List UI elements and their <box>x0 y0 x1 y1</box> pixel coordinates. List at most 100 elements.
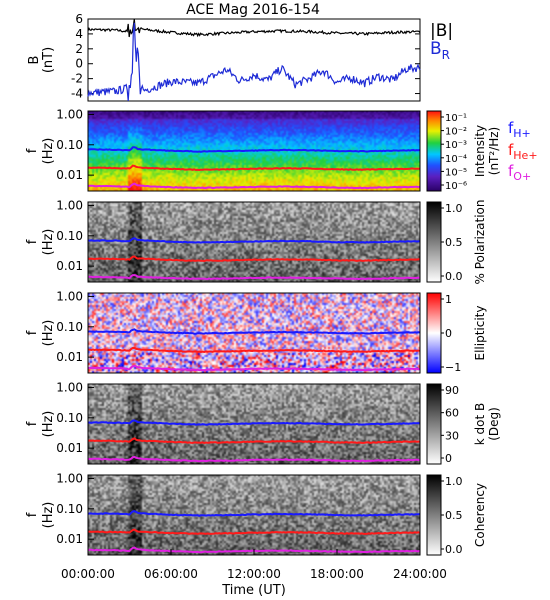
b-field-y-tick-label: 6 <box>75 12 83 26</box>
freq-tick-label: 0.10 <box>56 411 83 425</box>
f-h-line <box>87 328 421 335</box>
freq-axis-label: f <box>25 512 40 517</box>
f-h-line <box>87 146 421 153</box>
colorbar-tick-label: 0.5 <box>445 509 463 522</box>
b-total-line <box>87 18 421 38</box>
freq-axis-label: f <box>25 421 40 426</box>
freq-tick-label: 1.00 <box>56 289 83 303</box>
freq-axis-unit: (Hz) <box>41 320 56 347</box>
f-he-line <box>88 255 421 263</box>
colorbar-label: Coherency <box>473 483 487 547</box>
freq-axis-label: f <box>25 330 40 335</box>
colorbar-tick-label: 0 <box>445 327 452 340</box>
colorbar-tick-label: 30 <box>445 429 459 442</box>
b-r-line <box>87 22 421 102</box>
colorbar-tick-label: 10⁻³ <box>445 140 467 151</box>
colorbar-tick-label: 10⁻⁶ <box>445 181 467 192</box>
x-tick-label: 18:00:00 <box>310 567 364 581</box>
f-he-line <box>87 164 420 172</box>
intensity-frame <box>87 110 421 192</box>
f-o-line <box>88 364 421 372</box>
freq-axis-unit: (Hz) <box>41 411 56 438</box>
polarization-panel: 1.00 0.10 0.01 f (Hz) 1.0 0.5 0.0 % Polarization <box>25 198 487 284</box>
figure-title: ACE Mag 2016-154 <box>186 2 320 18</box>
freq-axis-label: f <box>25 148 40 153</box>
freq-tick-label: 1.00 <box>56 471 83 485</box>
freq-axis-unit: (Hz) <box>41 502 56 529</box>
coherency-panel: 1.00 0.10 0.01 f (Hz) 1.0 0.5 0.0 Coherency <box>25 471 487 556</box>
f-h-line <box>87 510 421 517</box>
coherency-colorbar <box>426 474 442 556</box>
ellipticity-colorbar <box>426 292 442 374</box>
freq-axis-label: f <box>25 239 40 244</box>
freq-tick-label: 0.01 <box>56 168 83 182</box>
colorbar-tick-label: 60 <box>445 407 459 420</box>
colorbar-tick-label: 1 <box>445 293 452 306</box>
freq-tick-label: 1.00 <box>56 198 83 212</box>
colorbar-label-unit: (nT²/Hz) <box>487 127 501 175</box>
wave-normal-angle-colorbar <box>426 383 442 465</box>
colorbar-label: Ellipticity <box>473 306 487 361</box>
f-o-line <box>88 274 421 281</box>
wave-normal-angle-frame <box>87 383 421 465</box>
freq-tick-label: 0.01 <box>56 532 83 546</box>
legend-b-total: |B| <box>430 21 453 41</box>
freq-tick-label: 1.00 <box>56 107 83 121</box>
wave-normal-angle-panel: 1.00 0.10 0.01 f (Hz) 90 60 30 0 k dot B (Deg) <box>25 380 501 465</box>
f-h-line <box>87 419 421 426</box>
b-field-y-tick-label: -2 <box>71 72 83 86</box>
b-field-y-tick-label: 0 <box>75 57 83 71</box>
b-field-ylabel-unit: (nT) <box>41 47 56 73</box>
freq-tick-label: 0.10 <box>56 502 83 516</box>
legend-f-h: fH+ <box>508 119 531 140</box>
ellipticity-frame <box>87 292 421 374</box>
freq-tick-label: 0.01 <box>56 259 83 273</box>
x-axis-label: Time (UT) <box>221 583 286 598</box>
colorbar-label: Intensity <box>473 125 487 177</box>
colorbar-tick-label: 0 <box>445 452 452 465</box>
colorbar-tick-label: 0.0 <box>445 543 463 556</box>
ellipticity-panel: 1.00 0.10 0.01 f (Hz) 1 0 −1 Ellipticity <box>25 289 487 374</box>
x-tick-label: 06:00:00 <box>144 567 198 581</box>
f-o-line <box>87 455 421 463</box>
colorbar-tick-label: 90 <box>445 384 459 397</box>
intensity-panel: 1.00 0.10 0.01 f (Hz) 10⁻¹ 10⁻² 10⁻³ 10⁻⁴ 10⁻⁵ 10⁻… <box>25 107 501 192</box>
colorbar-label-unit: (Deg) <box>487 407 501 441</box>
b-field-y-tick-label: -4 <box>71 87 83 101</box>
f-h-line <box>87 237 421 244</box>
spectrogram-panels: 1.000.100.01f (Hz)10⁻¹10⁻²10⁻³10⁻⁴10⁻⁵10⁻… <box>25 107 501 556</box>
colorbar-tick-label: 10⁻² <box>445 127 467 138</box>
colorbar-label: % Polarization <box>473 200 487 285</box>
x-tick-label: 12:00:00 <box>227 567 281 581</box>
colorbar-label: k dot B <box>473 403 487 445</box>
f-he-line <box>87 437 420 445</box>
colorbar-tick-label: 10⁻⁴ <box>445 154 467 165</box>
b-field-y-tick-label: 4 <box>75 27 83 41</box>
colorbar-tick-label: 0.5 <box>445 236 463 249</box>
freq-tick-label: 0.01 <box>56 441 83 455</box>
colorbar-tick-label: 1.0 <box>445 202 463 215</box>
legend-b-r: BR <box>430 39 450 62</box>
colorbar-tick-label: 10⁻⁵ <box>445 167 467 178</box>
freq-tick-label: 0.10 <box>56 229 83 243</box>
f-he-line <box>87 346 421 354</box>
colorbar-tick-label: −1 <box>445 361 461 374</box>
x-tick-label: 00:00:00 <box>61 567 115 581</box>
b-field-ylabel: B <box>27 56 42 65</box>
b-field-y-tick-label: 2 <box>75 42 83 56</box>
freq-tick-label: 1.00 <box>56 380 83 394</box>
f-o-line <box>87 182 421 190</box>
x-axis-ticks: 00:00:00 06:00:00 12:00:00 18:00:00 24:00:00 <box>61 549 447 581</box>
x-tick-label: 24:00:00 <box>393 567 447 581</box>
freq-tick-label: 0.10 <box>56 138 83 152</box>
f-he-line <box>88 528 421 535</box>
legend-f-o: fO+ <box>508 162 531 183</box>
freq-axis-unit: (Hz) <box>41 138 56 165</box>
legend-f-he: fHe+ <box>508 141 538 162</box>
colorbar-tick-label: 10⁻¹ <box>445 113 467 124</box>
polarization-colorbar <box>426 201 442 283</box>
colorbar-tick-label: 0.0 <box>445 270 463 283</box>
